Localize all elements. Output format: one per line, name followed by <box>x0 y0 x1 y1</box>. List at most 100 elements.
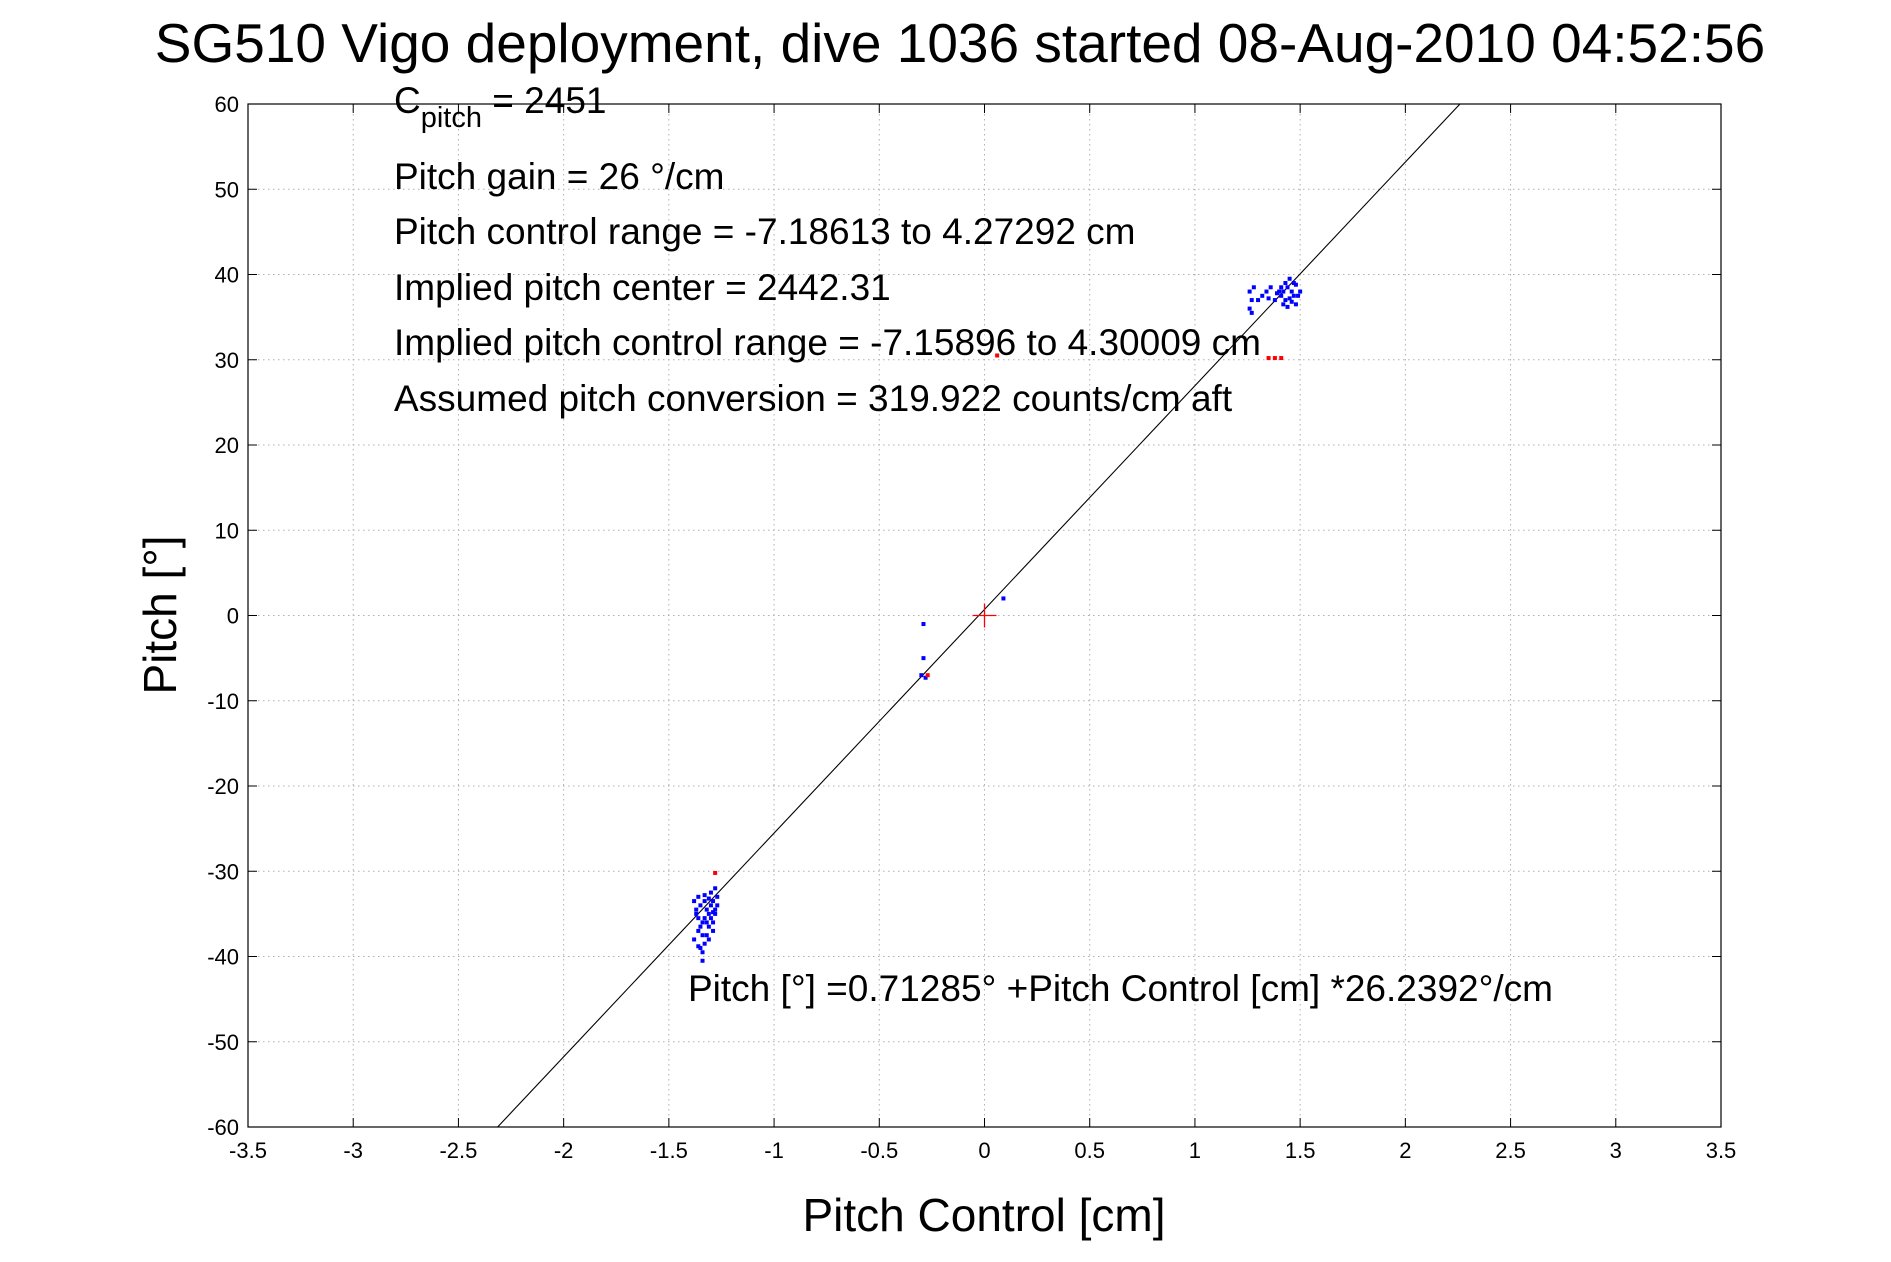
data-point <box>1247 289 1252 294</box>
data-point <box>1287 296 1292 301</box>
annotation-pitch-gain: Pitch gain = 26 °/cm <box>394 156 725 197</box>
data-point <box>708 890 713 895</box>
data-point <box>704 933 709 938</box>
data-point <box>1279 293 1284 298</box>
data-point <box>692 899 697 904</box>
data-point <box>692 937 697 942</box>
grid-lines <box>248 104 1721 1127</box>
annotation-implied-center: Implied pitch center = 2442.31 <box>394 267 891 308</box>
data-point <box>1260 293 1265 298</box>
data-point <box>1264 289 1269 294</box>
data-point <box>1287 276 1292 281</box>
data-point <box>708 903 713 908</box>
x-tick-label: -2 <box>554 1138 574 1163</box>
y-tick-label: -40 <box>207 945 239 970</box>
fit-line-group <box>497 103 1461 1128</box>
data-point <box>706 896 711 901</box>
data-point <box>700 920 705 925</box>
data-point <box>1249 298 1254 303</box>
c-pitch-subscript: pitch <box>421 102 482 134</box>
data-point <box>995 353 1000 358</box>
x-tick-label: 3 <box>1610 1138 1622 1163</box>
y-tick-label: -20 <box>207 774 239 799</box>
data-point <box>711 910 716 915</box>
data-point <box>696 944 701 949</box>
data-point <box>925 673 930 678</box>
x-axis-ticks: -3.5 -3 -2.5 -2 -1.5 -1 -0.5 0 0.5 1 1.5 2 2.5 3 3.5 <box>229 104 1736 1163</box>
annotation-assumed-conversion: Assumed pitch conversion = 319.922 count… <box>394 378 1233 419</box>
data-point <box>715 894 720 899</box>
data-point <box>1293 282 1298 287</box>
x-tick-label: -2.5 <box>439 1138 477 1163</box>
annotation-block: Cpitch = 2451 Pitch gain = 26 °/cm Pitch… <box>394 80 1261 419</box>
x-tick-label: 1 <box>1189 1138 1201 1163</box>
data-point <box>1256 298 1261 303</box>
x-tick-label: 3.5 <box>1706 1138 1737 1163</box>
data-point <box>919 673 924 678</box>
data-point <box>1277 289 1282 294</box>
data-point <box>704 907 709 912</box>
data-point <box>694 911 699 916</box>
y-tick-label: -60 <box>207 1115 239 1140</box>
y-tick-label: -50 <box>207 1030 239 1055</box>
data-point <box>1281 289 1286 294</box>
data-point <box>700 933 705 938</box>
data-point <box>706 924 711 929</box>
x-tick-label: -3.5 <box>229 1138 267 1163</box>
data-point <box>1272 356 1277 361</box>
data-point <box>694 907 699 912</box>
data-point <box>713 907 718 912</box>
data-point <box>1281 302 1286 307</box>
x-tick-label: -3 <box>343 1138 363 1163</box>
data-point <box>708 916 713 921</box>
data-point <box>711 899 716 904</box>
data-point <box>921 656 926 661</box>
data-point <box>1266 296 1271 301</box>
data-point <box>706 911 711 916</box>
data-point <box>704 920 709 925</box>
data-point <box>696 928 701 933</box>
data-point <box>1279 285 1284 290</box>
data-point <box>923 675 928 680</box>
x-tick-label: 2 <box>1399 1138 1411 1163</box>
x-axis-label: Pitch Control [cm] <box>803 1189 1166 1241</box>
plot-frame <box>247 103 1722 1128</box>
data-point <box>696 894 701 899</box>
data-point <box>698 903 703 908</box>
y-tick-label: 0 <box>227 604 239 629</box>
data-point <box>1251 285 1256 290</box>
data-point <box>702 899 707 904</box>
y-tick-label: 60 <box>215 92 239 117</box>
data-point <box>1298 289 1303 294</box>
data-point <box>702 916 707 921</box>
y-tick-label: 20 <box>215 433 239 458</box>
x-tick-label: -1.5 <box>650 1138 688 1163</box>
data-point <box>713 886 718 891</box>
y-tick-label: 10 <box>215 518 239 543</box>
data-point <box>1279 356 1284 361</box>
annotation-c-pitch: Cpitch = 2451 <box>394 80 606 134</box>
data-point <box>921 622 926 627</box>
y-tick-label: 40 <box>215 263 239 288</box>
data-point <box>1293 302 1298 307</box>
x-tick-label: 0.5 <box>1074 1138 1105 1163</box>
data-point <box>1291 281 1296 286</box>
data-point <box>1266 356 1271 361</box>
data-point <box>706 937 711 942</box>
data-point <box>698 924 703 929</box>
data-point <box>713 870 718 875</box>
data-point <box>1285 285 1290 290</box>
data-point <box>702 893 707 898</box>
data-point <box>715 903 720 908</box>
data-point <box>1289 289 1294 294</box>
data-points <box>692 276 1303 963</box>
data-point <box>713 911 718 916</box>
x-tick-label: 2.5 <box>1495 1138 1526 1163</box>
data-point <box>1272 298 1277 303</box>
data-point <box>1283 281 1288 286</box>
data-point <box>698 945 703 950</box>
data-point <box>711 928 716 933</box>
data-point <box>702 941 707 946</box>
data-point <box>700 958 705 963</box>
chart-title: SG510 Vigo deployment, dive 1036 started… <box>155 12 1765 74</box>
